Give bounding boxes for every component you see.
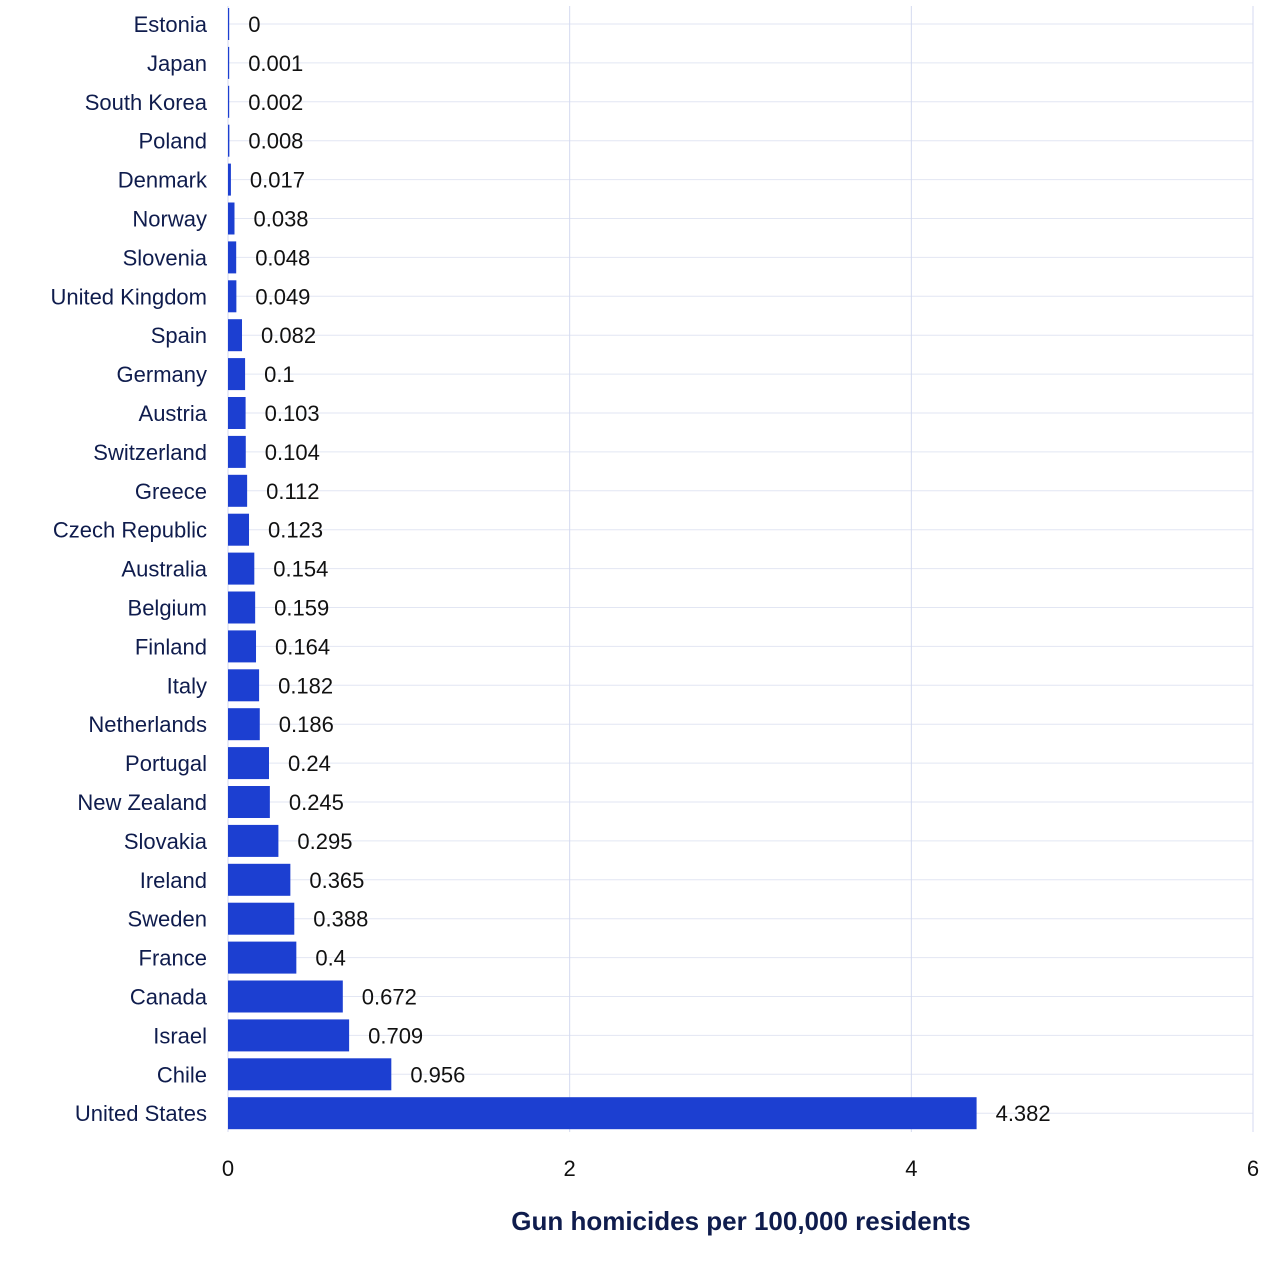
value-label: 0.709: [368, 1023, 423, 1048]
category-label: Canada: [130, 985, 208, 1010]
value-label: 0.048: [255, 245, 310, 270]
bar: [228, 786, 270, 818]
value-label: 0.4: [315, 946, 346, 971]
category-label: Austria: [139, 401, 208, 426]
category-label: Japan: [147, 51, 207, 76]
value-label: 0.001: [248, 51, 303, 76]
bar: [228, 902, 295, 935]
bar: [228, 1019, 350, 1052]
bar: [228, 552, 255, 585]
bar: [228, 280, 237, 313]
category-label: Slovakia: [124, 829, 208, 854]
category-label: Chile: [157, 1062, 207, 1087]
bar: [228, 85, 230, 118]
x-tick-label: 6: [1247, 1156, 1259, 1181]
category-label: Germany: [117, 362, 207, 387]
value-label: 0.672: [362, 985, 417, 1010]
bar: [228, 591, 256, 624]
bar: [228, 941, 297, 974]
category-labels: Estonia Japan South Korea Poland Denmark Norw…: [50, 12, 208, 1126]
bar: [228, 980, 343, 1013]
bar: [228, 202, 235, 235]
bar: [228, 435, 246, 468]
category-label: Portugal: [125, 751, 207, 776]
category-label: United Kingdom: [50, 284, 207, 309]
category-label: United States: [75, 1101, 207, 1126]
value-label: 0.365: [309, 868, 364, 893]
value-label: 0.164: [275, 634, 330, 659]
bar: [228, 46, 230, 79]
value-labels: 0 0.001 0.002 0.008 0.017 0.038 0.048 0.049 0.08…: [248, 12, 1050, 1126]
value-label: 0: [248, 12, 260, 37]
category-label: Italy: [167, 673, 207, 698]
bar: [228, 708, 260, 741]
category-label: Spain: [151, 323, 207, 348]
bar: [228, 863, 291, 896]
category-label: Finland: [135, 634, 207, 659]
value-label: 0.082: [261, 323, 316, 348]
bar: [228, 513, 250, 546]
x-tick-label: 2: [564, 1156, 576, 1181]
category-label: Switzerland: [93, 440, 207, 465]
x-tick-label: 4: [905, 1156, 917, 1181]
value-label: 0.049: [255, 284, 310, 309]
value-label: 0.123: [268, 518, 323, 543]
bar: [228, 241, 237, 274]
bar: [228, 1097, 977, 1130]
bar: [228, 669, 260, 702]
value-label: 0.186: [279, 712, 334, 737]
x-axis-ticks: 0 2 4 6: [222, 1156, 1259, 1181]
value-label: 0.002: [248, 90, 303, 115]
bar: [228, 474, 248, 507]
category-label: Israel: [153, 1023, 207, 1048]
x-tick-label: 0: [222, 1156, 234, 1181]
bar: [228, 358, 246, 391]
value-label: 0.295: [297, 829, 352, 854]
bar: [228, 8, 230, 40]
value-label: 0.008: [248, 129, 303, 154]
bar: [228, 319, 243, 352]
value-label: 0.103: [265, 401, 320, 426]
category-label: New Zealand: [77, 790, 207, 815]
category-label: Netherlands: [88, 712, 207, 737]
x-axis-title: Gun homicides per 100,000 residents: [511, 1206, 971, 1236]
category-label: Slovenia: [123, 245, 208, 270]
category-label: Poland: [138, 129, 207, 154]
value-label: 0.182: [278, 673, 333, 698]
value-label: 0.159: [274, 596, 329, 621]
value-label: 0.245: [289, 790, 344, 815]
bar: [228, 163, 231, 196]
grid-lines: [227, 6, 1254, 1132]
value-label: 0.104: [265, 440, 320, 465]
category-label: Ireland: [140, 868, 207, 893]
value-label: 0.112: [266, 479, 319, 504]
bars: [228, 8, 977, 1130]
category-label: Denmark: [118, 168, 208, 193]
value-label: 0.956: [410, 1062, 465, 1087]
value-label: 0.24: [288, 751, 331, 776]
category-label: Sweden: [127, 907, 207, 932]
category-label: South Korea: [85, 90, 208, 115]
bar: [228, 1058, 392, 1091]
bar: [228, 630, 257, 663]
value-label: 4.382: [996, 1101, 1051, 1126]
value-label: 0.017: [250, 168, 305, 193]
category-label: France: [139, 946, 207, 971]
bar: [228, 824, 279, 857]
category-label: Australia: [121, 557, 207, 582]
category-label: Belgium: [128, 596, 207, 621]
value-label: 0.038: [253, 207, 308, 232]
category-label: Norway: [132, 207, 207, 232]
category-label: Greece: [135, 479, 207, 504]
bar: [228, 747, 269, 780]
value-label: 0.1: [264, 362, 295, 387]
category-label: Estonia: [134, 12, 208, 37]
bar: [228, 124, 230, 157]
value-label: 0.388: [313, 907, 368, 932]
bar: [228, 397, 246, 429]
category-label: Czech Republic: [53, 518, 207, 543]
value-label: 0.154: [273, 557, 328, 582]
